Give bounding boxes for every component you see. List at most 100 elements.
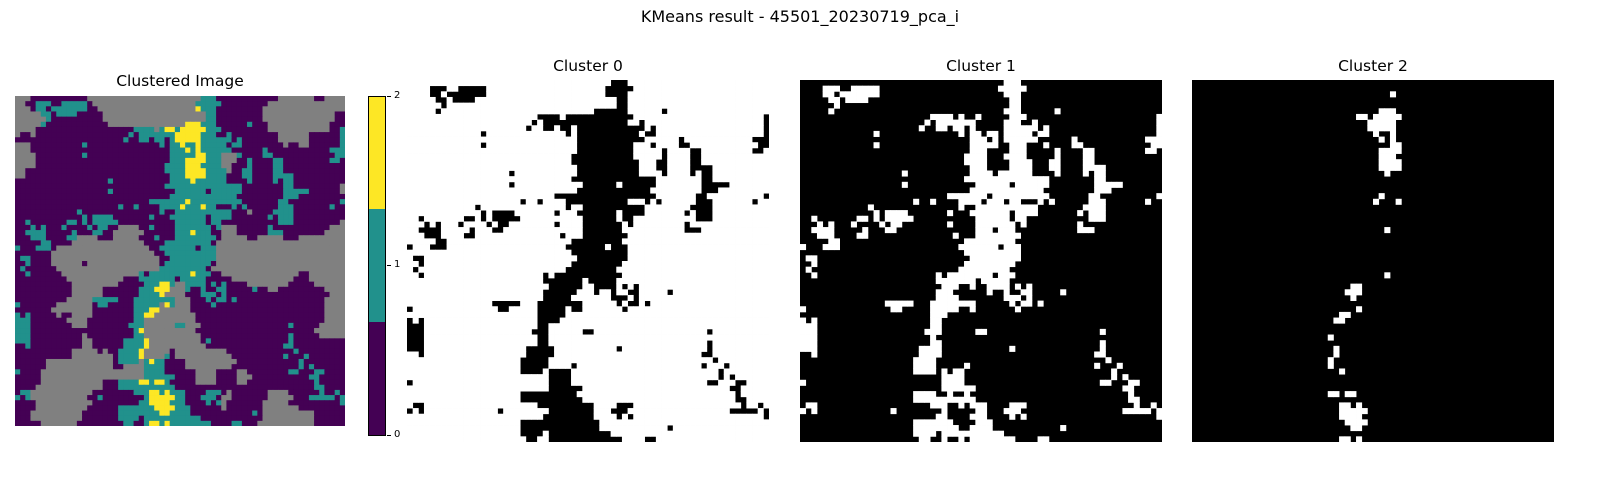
clustered-image-pixel bbox=[236, 147, 243, 154]
clustered-image-pixel bbox=[61, 173, 67, 179]
clustered-image-pixel bbox=[216, 193, 222, 200]
cluster-0-pixel bbox=[706, 85, 713, 92]
clustered-image-pixel bbox=[128, 96, 134, 102]
cluster-0-pixel bbox=[457, 176, 464, 183]
clustered-image-pixel bbox=[138, 111, 145, 118]
clustered-image-pixel bbox=[123, 214, 129, 221]
cluster-0-pixel bbox=[729, 85, 736, 92]
clustered-image-pixel bbox=[247, 261, 253, 267]
cluster-0-pixel bbox=[746, 147, 753, 154]
clustered-image-pixel bbox=[298, 101, 305, 107]
clustered-image-pixel bbox=[324, 230, 330, 236]
clustered-image-pixel bbox=[149, 178, 155, 185]
clustered-image-pixel bbox=[20, 132, 26, 138]
clustered-image-pixel bbox=[20, 111, 26, 118]
cluster-0-pixel bbox=[423, 113, 431, 120]
clustered-image-pixel bbox=[205, 322, 212, 329]
clustered-image-pixel bbox=[138, 374, 145, 380]
clustered-image-pixel bbox=[319, 214, 325, 221]
cluster-0-pixel bbox=[554, 85, 561, 92]
clustered-image-pixel bbox=[143, 266, 150, 272]
cluster-0-pixel bbox=[531, 85, 538, 92]
cluster-0-pixel bbox=[525, 170, 532, 177]
clustered-image-pixel bbox=[61, 291, 67, 298]
clustered-image-pixel bbox=[128, 410, 134, 417]
clustered-image-pixel bbox=[293, 219, 299, 226]
clustered-image-pixel bbox=[71, 157, 78, 164]
cluster-0-pixel bbox=[520, 136, 527, 143]
clustered-image-pixel bbox=[236, 209, 243, 215]
clustered-image-pixel bbox=[329, 178, 336, 185]
cluster-0-pixel bbox=[531, 91, 538, 98]
cluster-0-pixel bbox=[531, 96, 538, 104]
clustered-image-pixel bbox=[329, 420, 336, 426]
clustered-image-pixel bbox=[252, 126, 258, 133]
clustered-image-pixel bbox=[247, 333, 253, 339]
cluster-0-pixel bbox=[418, 153, 425, 160]
clustered-image-pixel bbox=[118, 276, 124, 283]
cluster-0-pixel bbox=[525, 102, 532, 109]
clustered-image-pixel bbox=[35, 353, 42, 360]
clustered-image-pixel bbox=[303, 142, 310, 148]
clustered-image-pixel bbox=[272, 328, 279, 334]
clustered-image-pixel bbox=[195, 307, 202, 313]
clustered-image-pixel bbox=[308, 276, 315, 283]
clustered-image-pixel bbox=[45, 137, 52, 143]
clustered-image-pixel bbox=[293, 230, 299, 236]
clustered-image-pixel bbox=[339, 322, 345, 329]
cluster-0-pixel bbox=[418, 113, 425, 120]
clustered-image-pixel bbox=[210, 410, 217, 417]
cluster-0-pixel bbox=[678, 153, 685, 160]
clustered-image-pixel bbox=[185, 219, 191, 226]
clustered-image-pixel bbox=[128, 219, 134, 226]
cluster-0-pixel bbox=[644, 96, 651, 104]
clustered-image-pixel bbox=[185, 384, 191, 391]
clustered-image-pixel bbox=[143, 276, 150, 283]
clustered-image-pixel bbox=[61, 126, 67, 133]
clustered-image-pixel bbox=[216, 286, 222, 293]
clustered-image-pixel bbox=[241, 96, 248, 102]
clustered-image-pixel bbox=[231, 101, 238, 107]
clustered-image-pixel bbox=[308, 420, 315, 426]
clustered-image-pixel bbox=[61, 137, 67, 143]
clustered-image-pixel bbox=[267, 369, 274, 375]
clustered-image-pixel bbox=[169, 271, 176, 277]
cluster-0-pixel bbox=[542, 147, 549, 154]
clustered-image-pixel bbox=[324, 276, 330, 283]
clustered-image-pixel bbox=[339, 374, 345, 380]
clustered-image-pixel bbox=[283, 183, 289, 190]
clustered-image-pixel bbox=[324, 209, 330, 215]
clustered-image-pixel bbox=[30, 400, 37, 406]
clustered-image-pixel bbox=[288, 178, 294, 185]
clustered-image-pixel bbox=[288, 168, 294, 174]
clustered-image-pixel bbox=[252, 142, 258, 148]
clustered-image-pixel bbox=[51, 317, 57, 324]
clustered-image-pixel bbox=[123, 358, 129, 365]
clustered-image-pixel bbox=[66, 302, 73, 308]
clustered-image-pixel bbox=[267, 333, 274, 339]
clustered-image-pixel bbox=[25, 374, 31, 380]
clustered-image-pixel bbox=[118, 204, 124, 210]
clustered-image-pixel bbox=[143, 389, 150, 396]
clustered-image-pixel bbox=[15, 358, 21, 365]
clustered-image-pixel bbox=[190, 250, 196, 257]
clustered-image-pixel bbox=[164, 173, 171, 179]
cluster-0-pixel bbox=[593, 85, 600, 92]
clustered-image-pixel bbox=[180, 384, 186, 391]
clustered-image-pixel bbox=[195, 415, 202, 422]
clustered-image-pixel bbox=[118, 137, 124, 143]
clustered-image-pixel bbox=[185, 106, 191, 112]
clustered-image-pixel bbox=[216, 178, 222, 185]
clustered-image-pixel bbox=[339, 400, 345, 406]
clustered-image-pixel bbox=[107, 328, 114, 334]
clustered-image-pixel bbox=[293, 111, 299, 118]
clustered-image-pixel bbox=[174, 219, 181, 226]
clustered-image-pixel bbox=[303, 291, 310, 298]
clustered-image-pixel bbox=[252, 420, 258, 426]
clustered-image-pixel bbox=[71, 410, 78, 417]
cluster-0-pixel bbox=[520, 125, 527, 132]
cluster-0-pixel bbox=[672, 164, 679, 171]
clustered-image-pixel bbox=[71, 142, 78, 148]
cluster-0-pixel bbox=[446, 119, 453, 126]
clustered-image-pixel bbox=[138, 271, 145, 277]
